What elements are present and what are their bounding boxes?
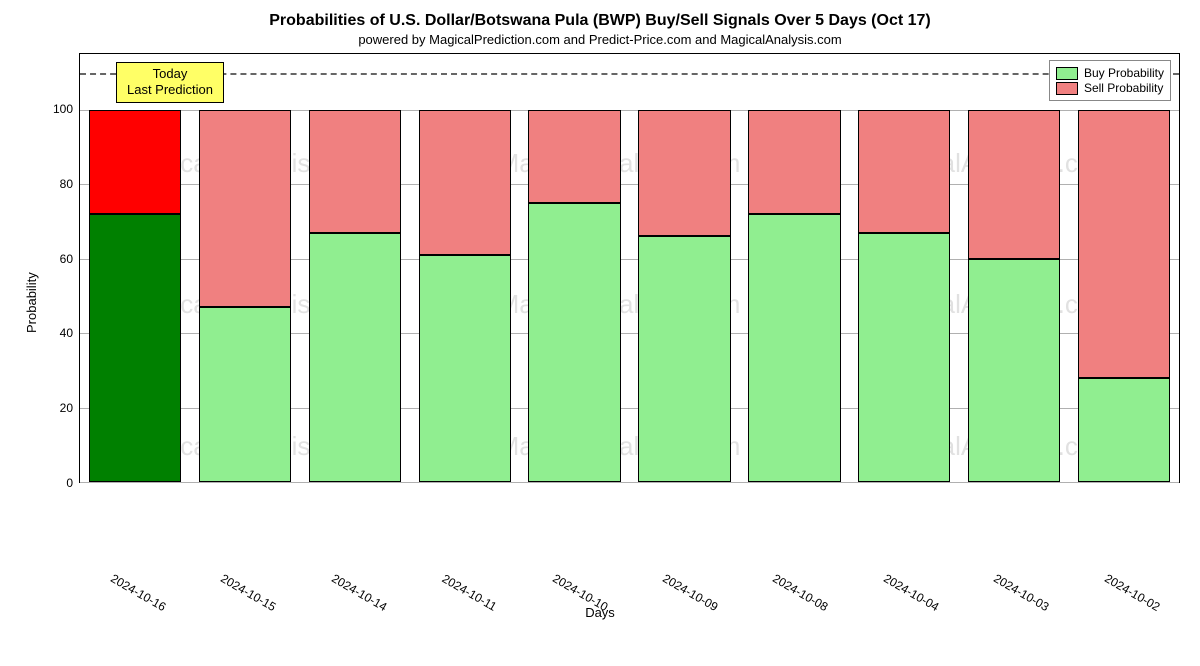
- bar-segment-sell: [858, 110, 950, 233]
- chart-container: Probabilities of U.S. Dollar/Botswana Pu…: [0, 0, 1200, 600]
- x-tick: 2024-10-02: [1058, 559, 1184, 666]
- chart-title: Probabilities of U.S. Dollar/Botswana Pu…: [20, 12, 1180, 30]
- x-axis: 2024-10-162024-10-152024-10-142024-10-11…: [76, 553, 1180, 613]
- y-axis-label: Probability: [20, 53, 43, 553]
- bar-segment-buy: [89, 214, 181, 482]
- stacked-bar: [419, 110, 511, 482]
- stacked-bar: [748, 110, 840, 482]
- bar-segment-sell: [748, 110, 840, 214]
- y-tick: 40: [60, 326, 73, 340]
- bar-slot: [849, 54, 959, 482]
- bar-segment-buy: [858, 233, 950, 482]
- legend-label-sell: Sell Probability: [1084, 81, 1163, 95]
- bar-segment-buy: [1078, 378, 1170, 482]
- bar-segment-sell: [528, 110, 620, 203]
- bar-segment-sell: [638, 110, 730, 237]
- x-tick: 2024-10-16: [64, 559, 190, 666]
- bar-segment-sell: [1078, 110, 1170, 378]
- plot-area: Today Last Prediction Buy Probability Se…: [79, 53, 1180, 483]
- stacked-bar: [968, 110, 1060, 482]
- stacked-bar: [89, 110, 181, 482]
- annotation-line1: Today: [127, 66, 213, 82]
- bar-segment-buy: [968, 259, 1060, 482]
- plot-wrap: Probability 0 20 40 60 80 100 Today Last Pred…: [20, 53, 1180, 553]
- legend: Buy Probability Sell Probability: [1049, 60, 1171, 101]
- stacked-bar: [1078, 110, 1170, 482]
- bar-segment-sell: [419, 110, 511, 255]
- bar-slot: [630, 54, 740, 482]
- bar-segment-buy: [199, 307, 291, 482]
- bar-slot: [520, 54, 630, 482]
- stacked-bar: [638, 110, 730, 482]
- annotation-line2: Last Prediction: [127, 82, 213, 98]
- today-annotation: Today Last Prediction: [116, 62, 224, 103]
- bar-segment-sell: [968, 110, 1060, 259]
- x-tick: 2024-10-09: [616, 559, 742, 666]
- bar-slot: [410, 54, 520, 482]
- x-tick: 2024-10-14: [285, 559, 411, 666]
- stacked-bar: [199, 110, 291, 482]
- bar-segment-buy: [419, 255, 511, 482]
- x-tick: 2024-10-03: [947, 559, 1073, 666]
- x-tick: 2024-10-15: [174, 559, 300, 666]
- bar-segment-sell: [89, 110, 181, 214]
- bars-row: [80, 54, 1179, 482]
- stacked-bar: [528, 110, 620, 482]
- bar-segment-sell: [309, 110, 401, 233]
- x-tick: 2024-10-10: [506, 559, 632, 666]
- bar-slot: [80, 54, 190, 482]
- bar-segment-buy: [748, 214, 840, 482]
- stacked-bar: [858, 110, 950, 482]
- x-tick: 2024-10-04: [837, 559, 963, 666]
- bar-slot: [959, 54, 1069, 482]
- bar-slot: [190, 54, 300, 482]
- legend-swatch-buy: [1056, 67, 1078, 80]
- legend-swatch-sell: [1056, 82, 1078, 95]
- y-axis: 020406080100: [43, 53, 79, 483]
- gridline: [80, 482, 1179, 483]
- y-tick: 60: [60, 252, 73, 266]
- stacked-bar: [309, 110, 401, 482]
- bar-segment-buy: [638, 236, 730, 482]
- bar-segment-buy: [528, 203, 620, 482]
- bar-segment-buy: [309, 233, 401, 482]
- legend-label-buy: Buy Probability: [1084, 66, 1164, 80]
- y-tick: 80: [60, 177, 73, 191]
- x-tick: 2024-10-11: [395, 559, 521, 666]
- chart-subtitle: powered by MagicalPrediction.com and Pre…: [20, 32, 1180, 47]
- legend-item-buy: Buy Probability: [1056, 66, 1164, 80]
- bar-segment-sell: [199, 110, 291, 307]
- y-tick: 0: [66, 476, 73, 490]
- y-tick: 100: [53, 102, 73, 116]
- legend-item-sell: Sell Probability: [1056, 81, 1164, 95]
- bar-slot: [1069, 54, 1179, 482]
- y-tick: 20: [60, 401, 73, 415]
- bar-slot: [300, 54, 410, 482]
- bar-slot: [739, 54, 849, 482]
- x-tick: 2024-10-08: [726, 559, 852, 666]
